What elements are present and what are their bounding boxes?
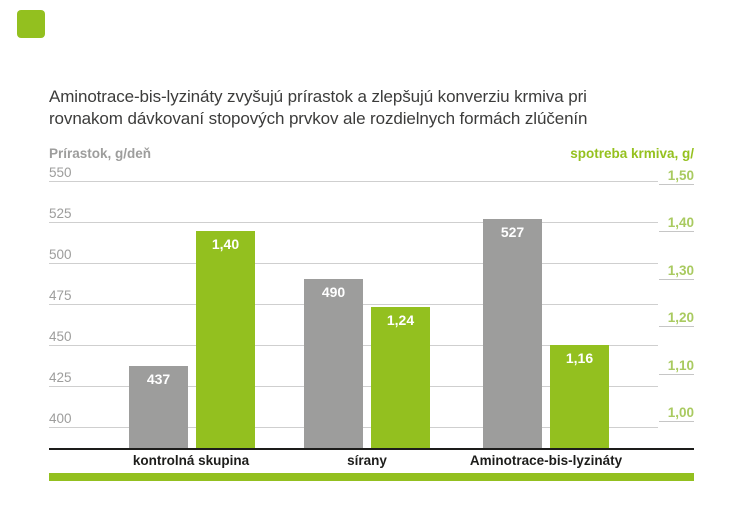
right-axis-tick-label: 1,10 <box>667 357 694 373</box>
left-axis-tick-label: 525 <box>49 206 72 221</box>
chart-title-line2: rovnakom dávkovaní stopových prvkov ale … <box>49 109 588 128</box>
left-axis-tick-label: 550 <box>49 165 72 180</box>
right-axis-tick-line <box>659 373 694 375</box>
gridline <box>49 181 658 182</box>
left-axis-title: Prírastok, g/deň <box>49 146 152 161</box>
left-axis-tick-label: 450 <box>49 329 72 344</box>
bar-gain <box>129 366 188 449</box>
category-label: kontrolná skupina <box>132 453 250 468</box>
bar-gain <box>304 279 363 449</box>
right-axis-tick-label: 1,40 <box>667 215 694 231</box>
right-axis-tick-label: 1,30 <box>667 262 694 278</box>
bottom-green-strip <box>49 473 694 481</box>
bar-feed-conversion <box>550 345 609 449</box>
bar-feed-conversion <box>371 307 430 449</box>
right-axis-tick-label: 1,00 <box>667 405 694 420</box>
bar-feed-conversion <box>196 231 255 449</box>
right-axis-tick-line <box>659 231 694 233</box>
left-axis-tick-label: 500 <box>49 247 72 262</box>
right-axis-tick-label: 1,50 <box>667 168 694 183</box>
right-axis-tick-label: 1,20 <box>667 310 694 326</box>
bar-value-label: 490 <box>321 284 346 301</box>
chart-title: Aminotrace-bis-lyzináty zvyšujú prírasto… <box>49 86 697 130</box>
gridline <box>49 263 658 264</box>
gridline <box>49 222 658 223</box>
right-axis-tick-line <box>659 278 694 280</box>
brand-green-square <box>17 10 45 38</box>
bar-value-label: 527 <box>500 223 525 240</box>
right-axis-tick-line <box>659 326 694 328</box>
bar-value-label: 1,16 <box>565 350 594 367</box>
right-axis-title: spotreba krmiva, g/ <box>570 146 694 161</box>
category-label: Aminotrace-bis-lyzináty <box>469 453 623 468</box>
left-axis-tick-label: 425 <box>49 370 72 385</box>
category-label: sírany <box>347 453 387 468</box>
right-axis-tick-line <box>659 421 694 422</box>
bar-value-label: 1,40 <box>211 236 240 253</box>
x-axis-line <box>49 448 694 450</box>
chart-title-line1: Aminotrace-bis-lyzináty zvyšujú prírasto… <box>49 87 587 106</box>
bar-gain <box>483 218 542 449</box>
bar-value-label: 1,24 <box>386 312 415 329</box>
left-axis-tick-label: 475 <box>49 288 72 303</box>
right-axis-tick-line <box>659 184 694 185</box>
left-axis-tick-label: 400 <box>49 411 72 426</box>
bar-value-label: 437 <box>146 371 171 388</box>
